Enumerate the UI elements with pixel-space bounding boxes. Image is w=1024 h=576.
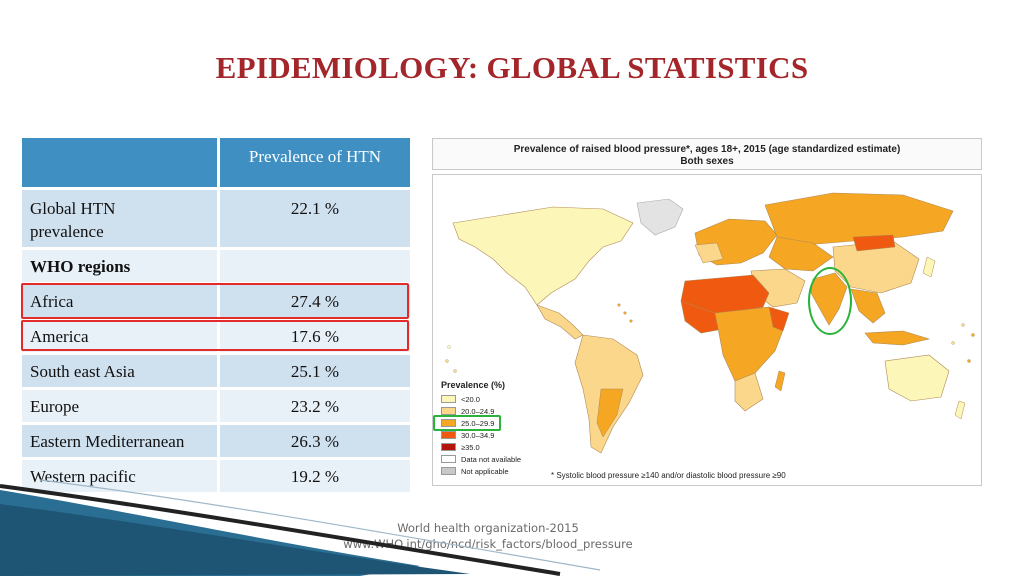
region-value: 26.3 % <box>220 425 410 460</box>
header-cell-prevalence: Prevalence of HTN <box>220 138 410 190</box>
map-region-west-africa <box>680 300 724 334</box>
table-row: South east Asia 25.1 % <box>22 355 410 390</box>
regions-heading-empty <box>220 250 410 285</box>
global-label: Global HTN prevalence <box>22 190 220 250</box>
map-region-madagascar <box>774 370 786 392</box>
map-title: Prevalence of raised blood pressure*, ag… <box>513 144 901 155</box>
table-row: Europe 23.2 % <box>22 390 410 425</box>
legend-item: 30.0–34.9 <box>441 429 521 441</box>
legend-label: 25.0–29.9 <box>461 418 495 428</box>
legend-swatch <box>441 407 456 415</box>
map-island-marker <box>623 311 627 315</box>
map-island-marker <box>961 323 965 327</box>
region-label: America <box>22 320 220 355</box>
map-region-southern-africa <box>734 372 764 412</box>
legend-swatch <box>441 455 456 463</box>
region-value: 23.2 % <box>220 390 410 425</box>
map-subtitle: Both sexes <box>680 156 734 167</box>
legend-label: <20.0 <box>461 394 480 404</box>
region-label: Eastern Mediterranean <box>22 425 220 460</box>
legend-item: Not applicable <box>441 465 521 477</box>
legend-item: Data not available <box>441 453 521 465</box>
map-footnote: * Systolic blood pressure ≥140 and/or di… <box>551 471 786 480</box>
map-island-marker <box>951 341 955 345</box>
region-label: Europe <box>22 390 220 425</box>
legend-item: ≥35.0 <box>441 441 521 453</box>
source-line-1: World health organization-2015 <box>397 521 579 535</box>
table-header-row: Prevalence of HTN <box>22 138 410 190</box>
decorative-swoosh <box>0 479 601 576</box>
legend-label: Data not available <box>461 454 522 464</box>
map-region-central-asia <box>768 236 834 272</box>
map-region-horn-of-africa <box>768 306 790 332</box>
map-region-south-america-south <box>596 388 624 438</box>
region-label: Western pacific <box>22 460 220 495</box>
source-line-2: www.WHO.int/gho/ncd/risk_factors/blood_p… <box>343 537 633 551</box>
map-island-marker <box>453 369 457 373</box>
table-row: Eastern Mediterranean 26.3 % <box>22 425 410 460</box>
legend-item: 20.0–24.9 <box>441 405 521 417</box>
map-region-north-america <box>452 206 634 306</box>
source-citation: World health organization-2015 www.WHO.i… <box>0 520 976 552</box>
table-row-global: Global HTN prevalence 22.1 % <box>22 190 410 250</box>
map-title-box: Prevalence of raised blood pressure*, ag… <box>432 138 982 170</box>
map-region-central-america <box>536 304 584 340</box>
legend-item: 25.0–29.9 <box>441 417 521 429</box>
region-value: 25.1 % <box>220 355 410 390</box>
map-island-marker <box>629 319 633 323</box>
map-region-new-zealand <box>954 400 966 420</box>
map-region-mongolia <box>852 234 896 252</box>
legend-swatch <box>441 419 456 427</box>
map-region-western-europe <box>694 242 724 264</box>
legend-swatch <box>441 395 456 403</box>
global-value: 22.1 % <box>220 190 410 250</box>
map-legend: Prevalence (%) <20.0 20.0–24.9 25.0–29.9… <box>441 380 521 477</box>
world-map-graphic <box>445 192 975 454</box>
map-region-indonesia <box>864 330 931 346</box>
legend-swatch <box>441 431 456 439</box>
legend-highlight-box <box>433 415 501 431</box>
map-island-marker <box>967 359 971 363</box>
slide-title: EPIDEMIOLOGY: GLOBAL STATISTICS <box>215 50 809 85</box>
header-cell-empty <box>22 138 220 190</box>
regions-heading: WHO regions <box>22 250 220 285</box>
legend-title: Prevalence (%) <box>441 380 506 390</box>
legend-label: ≥35.0 <box>461 442 480 452</box>
legend-swatch <box>441 443 456 451</box>
legend-label: 20.0–24.9 <box>461 406 495 416</box>
legend-item: <20.0 <box>441 393 521 405</box>
africa-highlight-box <box>21 283 409 319</box>
legend-swatch <box>441 467 456 475</box>
table-row-regions-heading: WHO regions <box>22 250 410 285</box>
map-region-southeast-asia <box>850 288 886 324</box>
map-island-marker <box>445 359 449 363</box>
world-map: Prevalence (%) <20.0 20.0–24.9 25.0–29.9… <box>432 174 982 486</box>
map-island-marker <box>971 333 975 337</box>
india-highlight-circle <box>808 267 852 335</box>
legend-label: Not applicable <box>461 466 509 476</box>
map-region-greenland <box>636 198 684 236</box>
map-region-australia <box>884 354 950 402</box>
table-row: Western pacific 19.2 % <box>22 460 410 495</box>
legend-label: 30.0–34.9 <box>461 430 495 440</box>
america-highlight-box <box>21 320 409 351</box>
map-region-japan <box>922 256 936 278</box>
map-island-marker <box>447 345 451 349</box>
region-value: 19.2 % <box>220 460 410 495</box>
map-island-marker <box>617 303 621 307</box>
region-label: South east Asia <box>22 355 220 390</box>
